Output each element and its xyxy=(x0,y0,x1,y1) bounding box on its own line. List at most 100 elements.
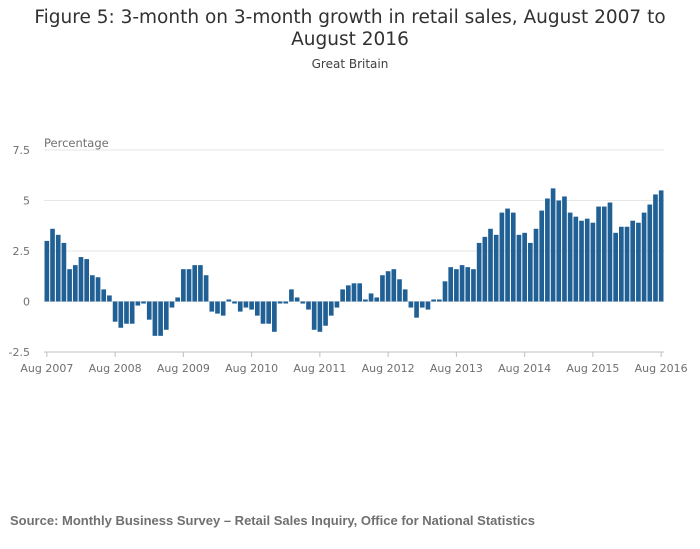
bar xyxy=(237,301,243,312)
y-tick-label: -2.5 xyxy=(9,346,30,359)
bar xyxy=(289,289,294,302)
bar xyxy=(78,257,84,302)
bar xyxy=(226,299,232,302)
bar xyxy=(169,301,175,308)
x-tick-label: Aug 2016 xyxy=(635,362,688,375)
bar xyxy=(158,301,163,336)
bar xyxy=(607,202,613,302)
bar xyxy=(363,299,368,302)
bar xyxy=(72,265,78,302)
bar xyxy=(84,259,89,302)
bar xyxy=(300,301,306,304)
bar xyxy=(601,206,607,302)
bar xyxy=(539,210,545,302)
bar xyxy=(55,234,61,302)
bar xyxy=(459,265,465,302)
bar xyxy=(419,301,425,308)
bar xyxy=(658,190,664,302)
bar xyxy=(636,222,641,302)
bar xyxy=(311,301,317,330)
y-tick-label: 7.5 xyxy=(13,144,31,157)
bar xyxy=(613,232,618,302)
y-tick-label: 5 xyxy=(23,195,30,208)
bar xyxy=(306,301,311,310)
bar xyxy=(146,301,152,320)
bar xyxy=(90,275,95,302)
bar xyxy=(192,265,198,302)
bar xyxy=(67,269,72,302)
bar xyxy=(454,269,459,302)
bar xyxy=(209,301,215,312)
bar xyxy=(505,208,510,302)
bar xyxy=(630,220,636,302)
bar xyxy=(61,242,67,302)
bar xyxy=(277,301,283,304)
bar xyxy=(266,301,272,324)
bar xyxy=(175,297,181,302)
bar xyxy=(254,301,260,316)
bar xyxy=(391,269,397,302)
bar xyxy=(527,242,533,302)
bar xyxy=(448,267,454,302)
bar xyxy=(385,271,391,302)
y-tick-label: 0 xyxy=(23,296,30,309)
bar xyxy=(243,301,249,308)
x-tick-label: Aug 2009 xyxy=(157,362,210,375)
chart-title: Figure 5: 3-month on 3-month growth in r… xyxy=(34,7,666,50)
bar xyxy=(431,299,436,302)
bar xyxy=(186,269,192,302)
x-axis: Aug 2007 Aug 2008 Aug 2009 Aug 2010 Aug 2011… xyxy=(20,351,688,375)
bar xyxy=(351,283,357,302)
bar xyxy=(436,299,442,302)
bar xyxy=(283,301,289,304)
bar xyxy=(203,275,209,302)
bar xyxy=(584,218,590,302)
x-tick-label: Aug 2012 xyxy=(362,362,415,375)
bar xyxy=(624,226,630,302)
bar xyxy=(619,226,624,302)
bar xyxy=(414,301,419,318)
bar xyxy=(317,301,323,332)
bar xyxy=(397,279,402,302)
bar xyxy=(442,281,448,302)
bar xyxy=(380,275,385,302)
bar xyxy=(482,236,488,302)
bar xyxy=(260,301,266,324)
bar xyxy=(556,200,562,302)
bar xyxy=(488,228,493,302)
y-axis-label: Percentage xyxy=(44,136,109,150)
bar xyxy=(493,234,499,302)
bar xyxy=(653,194,658,302)
y-tick-label: 2.5 xyxy=(13,245,31,258)
bar xyxy=(198,265,203,302)
bar xyxy=(232,301,237,304)
bar xyxy=(163,301,169,330)
bar-series xyxy=(44,188,664,336)
bar xyxy=(402,289,408,302)
x-tick-label: Aug 2015 xyxy=(566,362,619,375)
bar xyxy=(425,301,431,310)
bar xyxy=(545,198,550,302)
bar xyxy=(135,301,141,306)
bar xyxy=(181,269,186,302)
bar xyxy=(249,301,254,310)
bar xyxy=(465,267,471,302)
bar xyxy=(522,232,527,302)
bar xyxy=(50,228,55,302)
bar xyxy=(357,283,363,302)
bar xyxy=(44,240,50,302)
bar xyxy=(95,277,101,302)
bar xyxy=(345,285,351,302)
bar xyxy=(141,301,146,304)
bar xyxy=(567,212,573,302)
y-axis: -2.5 0 2.5 5 7.5 xyxy=(9,144,30,359)
bar xyxy=(408,301,414,308)
bar xyxy=(152,301,158,336)
bar xyxy=(516,234,522,302)
x-tick-label: Aug 2011 xyxy=(293,362,346,375)
source-note: Source: Monthly Business Survey – Retail… xyxy=(10,513,535,528)
bar xyxy=(368,293,374,302)
bar xyxy=(328,301,334,316)
x-tick-label: Aug 2007 xyxy=(20,362,73,375)
